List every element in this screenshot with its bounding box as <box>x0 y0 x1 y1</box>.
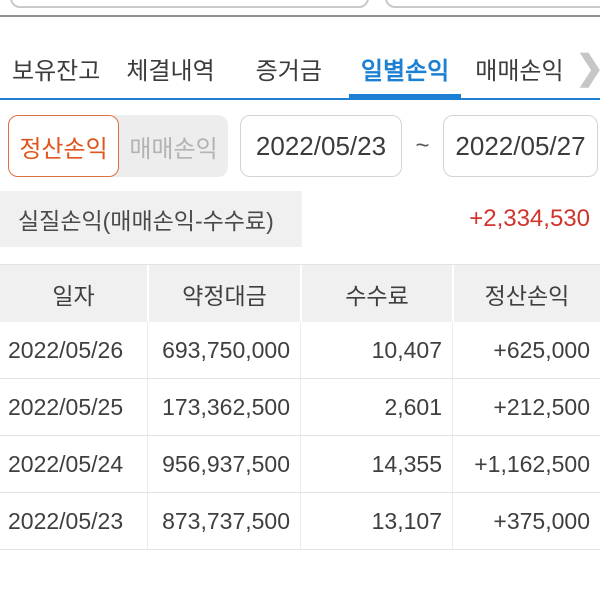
cell-commission: 10,407 <box>300 322 452 378</box>
table-row[interactable]: 2022/05/23 873,737,500 13,107 +375,000 <box>0 493 600 550</box>
tab-trading-pl[interactable]: 매매손익 <box>475 58 564 85</box>
cell-commission: 13,107 <box>300 493 452 549</box>
cell-settlement-pl: +212,500 <box>452 379 600 435</box>
date-to-field[interactable]: 2022/05/27 <box>443 115 598 177</box>
tab-bar: 보유잔고 체결내역 증거금 일별손익 매매손익 ❯ <box>0 17 600 100</box>
segment-settlement-pl[interactable]: 정산손익 <box>8 115 119 177</box>
net-profit-label: 실질손익(매매손익-수수료) <box>0 191 302 247</box>
header-date: 일자 <box>52 282 95 309</box>
filter-row: 정산손익 매매손익 2022/05/23 ~ 2022/05/27 <box>0 115 600 177</box>
date-range-separator: ~ <box>415 132 430 159</box>
cell-date: 2022/05/25 <box>8 393 124 420</box>
cell-contract-amount: 873,737,500 <box>147 493 300 549</box>
tab-holdings[interactable]: 보유잔고 <box>12 58 101 85</box>
more-tabs-chevron-icon[interactable]: ❯ <box>563 51 600 85</box>
tab-margin[interactable]: 증거금 <box>255 58 322 85</box>
tab-executions[interactable]: 체결내역 <box>126 58 215 85</box>
cell-contract-amount: 173,362,500 <box>147 379 300 435</box>
cell-date: 2022/05/26 <box>8 336 124 363</box>
header-contract-amount: 약정대금 <box>147 265 300 322</box>
table-header-row: 일자 약정대금 수수료 정산손익 <box>0 264 600 322</box>
header-commission: 수수료 <box>300 265 452 322</box>
table-row[interactable]: 2022/05/25 173,362,500 2,601 +212,500 <box>0 379 600 436</box>
cell-date: 2022/05/23 <box>8 507 124 534</box>
table-row[interactable]: 2022/05/24 956,937,500 14,355 +1,162,500 <box>0 436 600 493</box>
top-cropped-field-right[interactable] <box>385 0 600 8</box>
cell-commission: 2,601 <box>300 379 452 435</box>
cell-settlement-pl: +625,000 <box>452 322 600 378</box>
top-cropped-field-left[interactable] <box>10 0 369 8</box>
cell-commission: 14,355 <box>300 436 452 492</box>
cell-settlement-pl: +1,162,500 <box>452 436 600 492</box>
pl-type-segmented-control: 정산손익 매매손익 <box>8 115 228 177</box>
tabbar-underline <box>0 98 600 100</box>
cell-settlement-pl: +375,000 <box>452 493 600 549</box>
header-settlement-pl: 정산손익 <box>452 265 600 322</box>
cell-contract-amount: 956,937,500 <box>147 436 300 492</box>
tab-daily-pl[interactable]: 일별손익 <box>348 17 462 100</box>
top-divider <box>0 15 600 17</box>
net-profit-value: +2,334,530 <box>469 205 590 232</box>
net-profit-summary-row: 실질손익(매매손익-수수료) +2,334,530 <box>0 191 600 247</box>
date-from-field[interactable]: 2022/05/23 <box>240 115 402 177</box>
cell-contract-amount: 693,750,000 <box>147 322 300 378</box>
cell-date: 2022/05/24 <box>8 450 124 477</box>
table-row[interactable]: 2022/05/26 693,750,000 10,407 +625,000 <box>0 322 600 379</box>
daily-pl-table: 일자 약정대금 수수료 정산손익 2022/05/26 693,750,000 … <box>0 264 600 550</box>
segment-trading-pl[interactable]: 매매손익 <box>129 135 218 163</box>
